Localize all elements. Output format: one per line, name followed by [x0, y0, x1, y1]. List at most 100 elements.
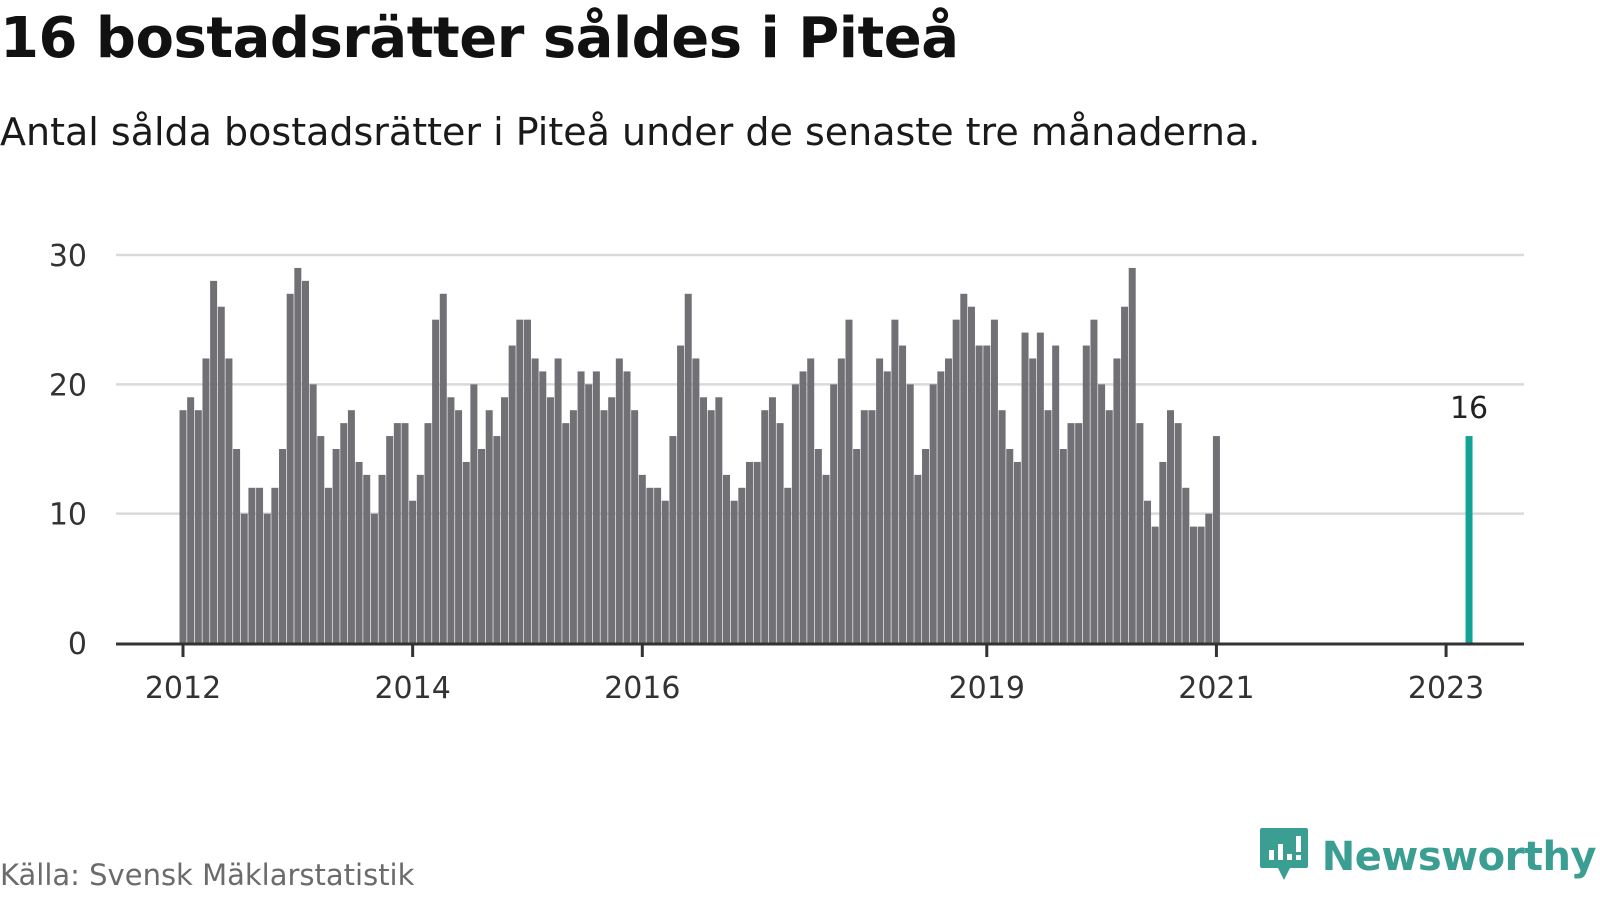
bar — [784, 487, 792, 643]
y-tick-label: 30 — [49, 239, 87, 274]
bar — [531, 358, 539, 643]
bar — [455, 410, 463, 643]
x-tick-label: 2016 — [604, 671, 680, 706]
bar — [470, 384, 478, 643]
bar — [975, 345, 983, 643]
bar — [860, 410, 868, 643]
bar — [738, 487, 746, 643]
bar — [355, 461, 363, 643]
bar — [983, 345, 991, 643]
y-tick-label: 10 — [49, 498, 87, 533]
bar — [723, 474, 731, 643]
bar — [294, 267, 302, 643]
bar — [845, 319, 853, 643]
bar — [1197, 526, 1205, 643]
bar — [1098, 384, 1106, 643]
bar — [998, 410, 1006, 643]
bar — [730, 500, 738, 643]
bar — [791, 384, 799, 643]
bar — [952, 319, 960, 643]
bar — [707, 410, 715, 643]
x-tick-label: 2023 — [1408, 671, 1484, 706]
bar — [876, 358, 884, 643]
bar — [906, 384, 914, 643]
bar — [776, 423, 784, 643]
bar — [807, 358, 815, 643]
bar — [891, 319, 899, 643]
bar — [1136, 423, 1144, 643]
brand-name: Newsworthy — [1321, 834, 1597, 880]
bar — [340, 423, 348, 643]
bar — [1105, 410, 1113, 643]
bar — [715, 397, 723, 643]
bar — [1121, 306, 1129, 643]
bar — [1212, 436, 1220, 643]
bar — [745, 461, 753, 643]
bar — [929, 384, 937, 643]
bar — [799, 371, 807, 643]
bars — [179, 267, 1473, 643]
bar — [654, 487, 662, 643]
bar — [1075, 423, 1083, 643]
bar — [210, 280, 218, 643]
bar — [646, 487, 654, 643]
bar — [279, 449, 287, 643]
bar — [608, 397, 616, 643]
bar — [1174, 423, 1182, 643]
highlight-value-label: 16 — [1450, 391, 1488, 426]
bar — [523, 319, 531, 643]
bar — [830, 384, 838, 643]
bar — [1166, 410, 1174, 643]
bar — [592, 371, 600, 643]
bar — [378, 474, 386, 643]
bar — [370, 513, 378, 643]
bar — [332, 449, 340, 643]
bar — [393, 423, 401, 643]
highlight-bar — [1465, 436, 1473, 643]
bar — [317, 436, 325, 643]
bar — [768, 397, 776, 643]
bar — [585, 384, 593, 643]
bar — [286, 293, 294, 643]
source-note: Källa: Svensk Mäklarstatistik — [0, 858, 415, 892]
y-tick-label: 0 — [68, 627, 87, 662]
bar — [554, 358, 562, 643]
bar — [225, 358, 233, 643]
bar — [1013, 461, 1021, 643]
bar — [1159, 461, 1167, 643]
bar — [301, 280, 309, 643]
bar — [922, 449, 930, 643]
x-tick-label: 2021 — [1178, 671, 1254, 706]
bar — [1006, 449, 1014, 643]
bar — [217, 306, 225, 643]
bar — [1151, 526, 1159, 643]
bar — [600, 410, 608, 643]
bar — [661, 500, 669, 643]
bar — [1189, 526, 1197, 643]
bar — [1128, 267, 1136, 643]
bar — [416, 474, 424, 643]
bar — [1044, 410, 1052, 643]
bar — [1052, 345, 1060, 643]
bar — [409, 500, 417, 643]
newsworthy-brand[interactable]: Newsworthy — [1258, 826, 1597, 888]
bar — [1036, 332, 1044, 643]
bar — [508, 345, 516, 643]
bar — [187, 397, 195, 643]
bar — [202, 358, 210, 643]
bar — [1090, 319, 1098, 643]
bar — [271, 487, 279, 643]
bar — [967, 306, 975, 643]
bar — [937, 371, 945, 643]
bar — [623, 371, 631, 643]
bar — [631, 410, 639, 643]
bar — [309, 384, 317, 643]
bar — [814, 449, 822, 643]
bar — [1205, 513, 1213, 643]
bar — [1059, 449, 1067, 643]
bar — [700, 397, 708, 643]
bar — [240, 513, 248, 643]
axes: 0 10 20 30 2012 2014 2016 2019 2021 2023 — [49, 239, 1524, 706]
bar — [324, 487, 332, 643]
bar — [577, 371, 585, 643]
